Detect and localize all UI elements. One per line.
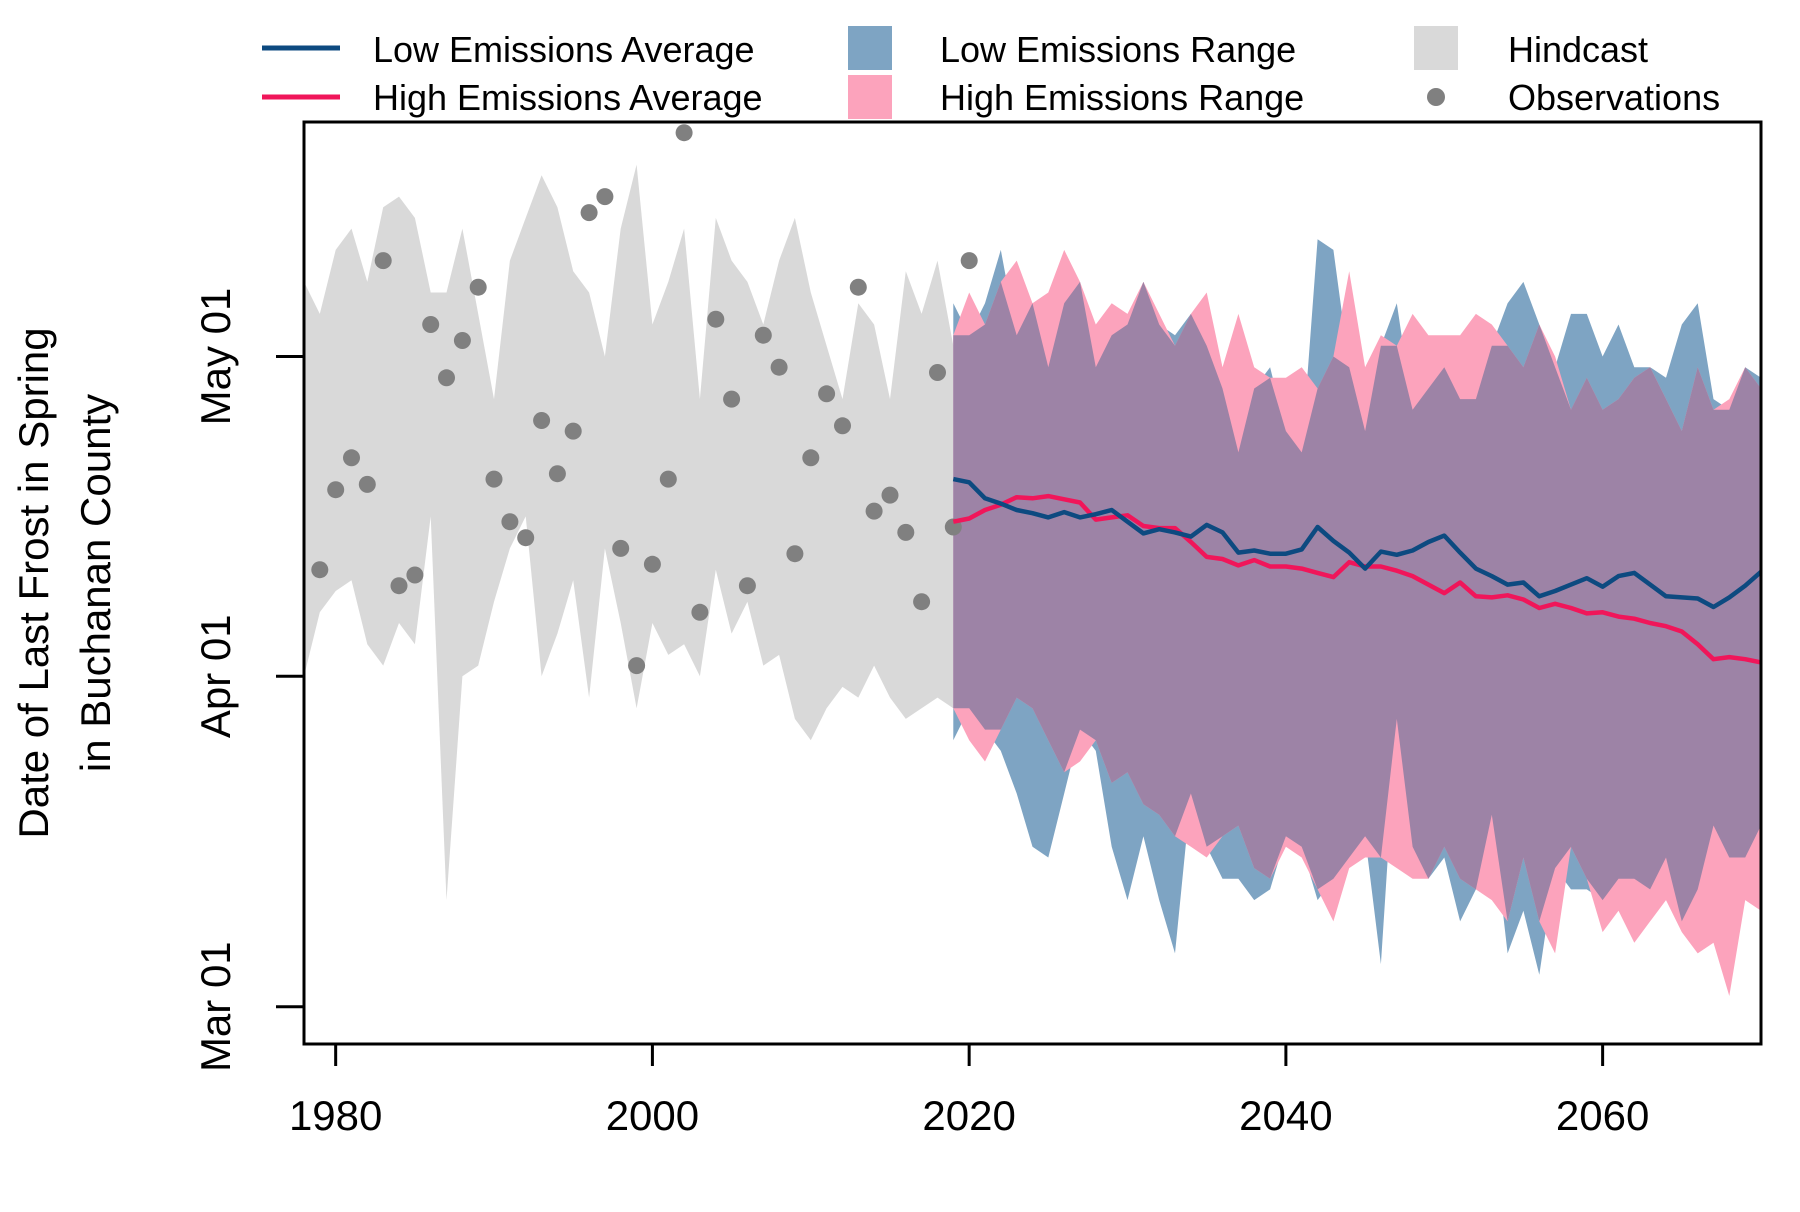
legend: Low Emissions Average High Emissions Ave… — [262, 26, 1720, 119]
low-emissions-average-line — [952, 476, 1761, 610]
hindcast-band — [304, 164, 954, 901]
x-tick-label: 1980 — [289, 1092, 382, 1139]
observation-point — [596, 188, 614, 206]
legend-swatch-observations — [1427, 88, 1445, 106]
plot-frame — [302, 120, 1763, 1046]
observation-point — [960, 252, 978, 270]
legend-label-low-range: Low Emissions Range — [940, 29, 1296, 70]
x-tick-label: 2000 — [606, 1092, 699, 1139]
observation-point — [834, 417, 851, 435]
observation-point — [897, 523, 915, 541]
y-axis-title-line-2: in Buchanan County — [72, 394, 119, 772]
legend-swatch-low-range — [848, 26, 892, 70]
x-tick-label: 2040 — [1239, 1092, 1332, 1139]
observation-point — [453, 332, 471, 349]
legend-swatch-high-range — [848, 75, 892, 119]
observation-point — [849, 278, 867, 296]
legend-label-observations: Observations — [1508, 77, 1720, 118]
observation-point — [818, 385, 836, 403]
high-emissions-average-line — [952, 493, 1761, 665]
observation-point — [469, 278, 487, 296]
observation-point — [580, 204, 598, 222]
y-tick-label: Apr 01 — [192, 614, 239, 738]
observation-point — [628, 657, 646, 675]
observation-point — [438, 369, 455, 387]
observation-point — [802, 449, 820, 467]
observation-point — [533, 412, 551, 429]
observation-point — [612, 539, 630, 557]
observation-point — [865, 502, 883, 520]
legend-swatch-hindcast — [1414, 26, 1458, 70]
observation-point — [343, 449, 360, 467]
observation-point — [738, 577, 756, 595]
observation-point — [327, 481, 345, 499]
observation-point — [754, 326, 772, 344]
observation-point — [485, 470, 503, 488]
axes: 1980 2000 2020 2040 2060 Mar 01 Apr 01 May 01 — [192, 288, 1649, 1139]
observation-point — [770, 358, 788, 376]
legend-label-high-average: High Emissions Average — [373, 77, 763, 118]
observation-point — [723, 390, 741, 408]
legend-label-low-average: Low Emissions Average — [373, 29, 755, 70]
y-tick-label: Mar 01 — [192, 941, 239, 1072]
x-tick-label: 2060 — [1556, 1092, 1649, 1139]
observation-point — [548, 465, 566, 483]
observation-point — [659, 470, 677, 488]
observation-point — [374, 252, 392, 270]
observation-point — [564, 422, 582, 440]
observation-point — [881, 486, 899, 504]
observation-point — [311, 561, 329, 579]
observation-point — [501, 513, 519, 531]
y-axis-title-line-1: Date of Last Frost in Spring — [10, 327, 57, 838]
y-axis-title: Date of Last Frost in Spring in Buchanan… — [10, 327, 119, 838]
observation-point — [675, 124, 693, 142]
plot-area — [304, 124, 1761, 996]
observation-point — [406, 566, 424, 584]
y-tick-label: May 01 — [192, 288, 239, 426]
observation-point — [358, 475, 376, 493]
observation-point — [786, 545, 804, 563]
observation-point — [913, 593, 931, 611]
range-overlap-band — [953, 281, 1761, 922]
legend-label-hindcast: Hindcast — [1508, 29, 1648, 70]
observation-point — [390, 577, 408, 595]
observation-point — [691, 603, 709, 621]
observation-point — [707, 310, 725, 328]
legend-label-high-range: High Emissions Range — [940, 77, 1304, 118]
observation-point — [422, 316, 440, 333]
observation-point — [929, 364, 946, 381]
observation-point — [643, 555, 661, 573]
observation-point — [517, 529, 535, 547]
x-tick-label: 2020 — [922, 1092, 1015, 1139]
